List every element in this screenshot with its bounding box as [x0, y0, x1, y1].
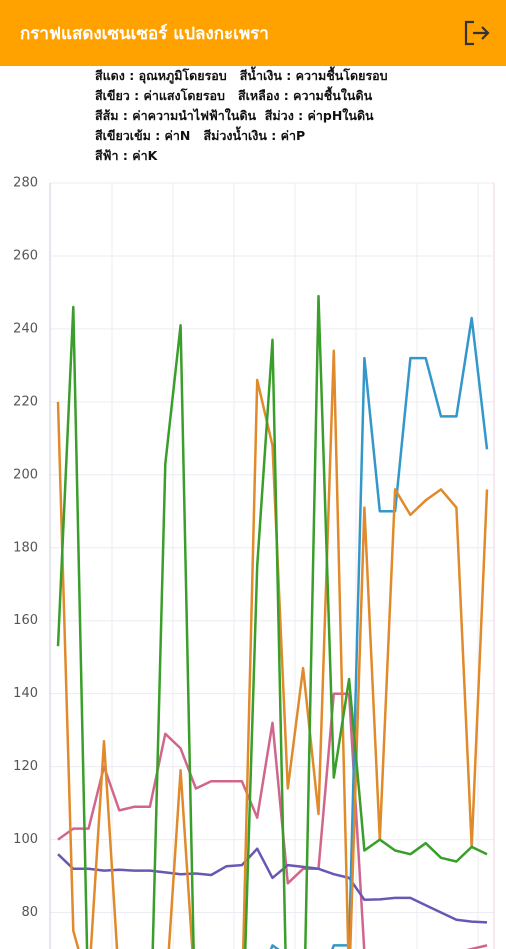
legend: สีแดง : อุณหภูมิโดยรอบ สีน้ำเงิน : ความช…: [95, 66, 388, 166]
y-tick-label: 160: [13, 613, 38, 628]
app-title: กราฟแสดงเซนเซอร์ แปลงกะเพรา: [20, 24, 269, 44]
logout-button[interactable]: [462, 18, 492, 48]
y-tick-label: 140: [13, 686, 38, 701]
y-tick-label: 180: [13, 540, 38, 555]
data-line: [56, 349, 489, 949]
y-tick-label: 240: [13, 321, 38, 336]
data-line: [57, 847, 488, 924]
y-tick-label: 80: [21, 905, 38, 920]
plot: [56, 294, 489, 949]
y-tick-label: 200: [13, 467, 38, 482]
y-tick-label: 260: [13, 248, 38, 263]
data-line: [57, 692, 488, 949]
y-tick-label: 120: [13, 759, 38, 774]
legend-line: สีแดง : อุณหภูมิโดยรอบ สีน้ำเงิน : ความช…: [95, 68, 388, 83]
legend-line: สีฟ้า : ค่าK: [95, 148, 158, 163]
data-line: [269, 316, 489, 949]
y-tick-label: 100: [13, 832, 38, 847]
y-tick-label: 280: [13, 176, 38, 191]
legend-line: สีส้ม : ค่าความนำไฟฟ้าในดิน สีม่วง : ค่า…: [95, 108, 374, 123]
legend-line: สีเขียว : ค่าแสงโดยรอบ สีเหลือง : ความชื…: [95, 88, 373, 103]
app-bar: กราฟแสดงเซนเซอร์ แปลงกะเพรา: [0, 0, 506, 66]
data-line: [56, 294, 488, 949]
y-tick-label: 220: [13, 394, 38, 409]
legend-line: สีเขียวเข้ม : ค่าN สีม่วงน้ำเงิน : ค่าP: [95, 128, 306, 143]
